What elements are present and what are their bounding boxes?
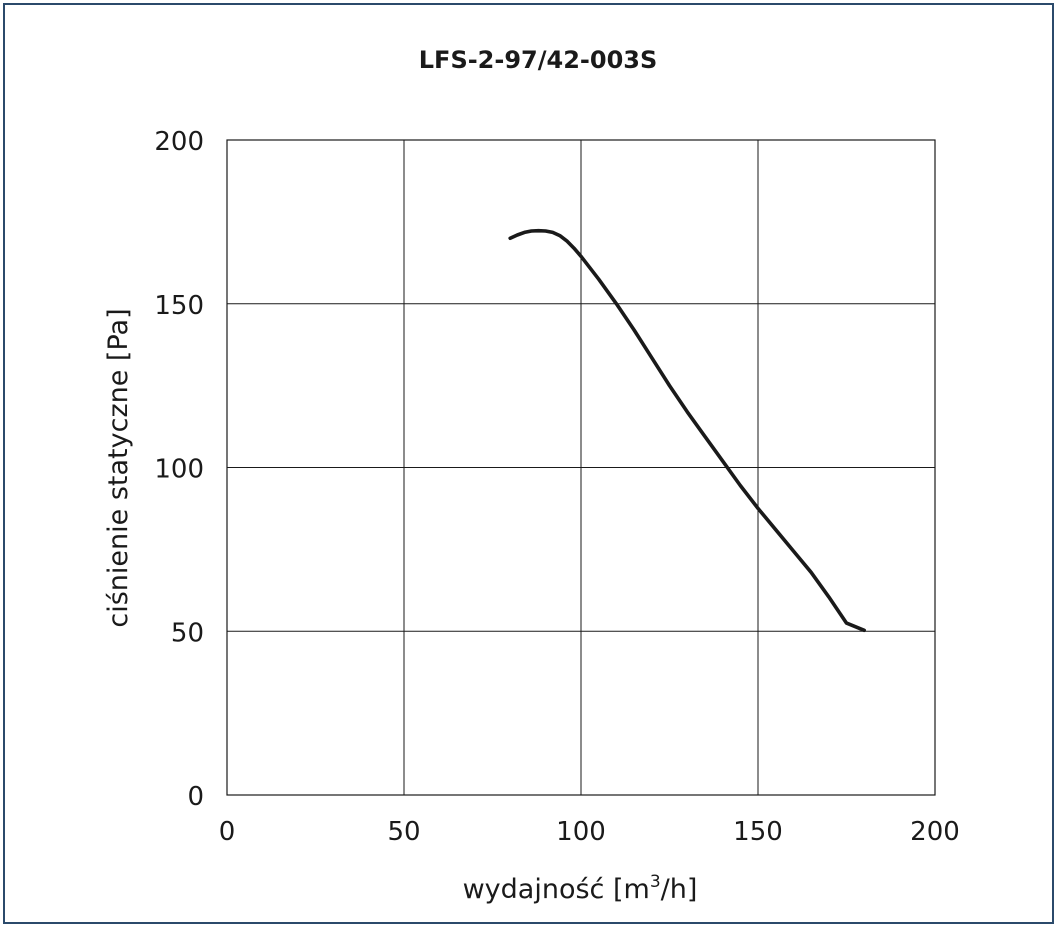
series-line — [508, 228, 866, 633]
x-axis-label-superscript: 3 — [650, 872, 661, 892]
x-tick-labels: 0 50 100 150 200 — [219, 817, 960, 847]
y-tick-labels: 0 50 100 150 200 — [154, 127, 204, 812]
plot-area-border — [226, 139, 936, 796]
x-tick-label: 50 — [387, 817, 420, 847]
x-tick-label: 0 — [219, 817, 236, 847]
x-axis-label: wydajność [m3/h] — [463, 872, 698, 905]
y-tick-label: 0 — [187, 782, 204, 812]
y-tick-label: 200 — [154, 127, 204, 157]
x-tick-label: 100 — [556, 817, 606, 847]
grid — [226, 139, 936, 796]
y-axis-label: ciśnienie statyczne [Pa] — [103, 308, 134, 627]
x-axis-label-prefix: wydajność [m — [463, 874, 650, 905]
x-tick-label: 200 — [910, 817, 960, 847]
y-tick-label: 150 — [154, 291, 204, 321]
chart-title: LFS-2-97/42-003S — [419, 46, 658, 74]
x-axis-label-suffix: /h] — [661, 874, 698, 905]
y-tick-label: 100 — [154, 455, 204, 485]
chart-frame — [3, 3, 1054, 924]
x-tick-label: 150 — [733, 817, 783, 847]
y-tick-label: 50 — [171, 618, 204, 648]
